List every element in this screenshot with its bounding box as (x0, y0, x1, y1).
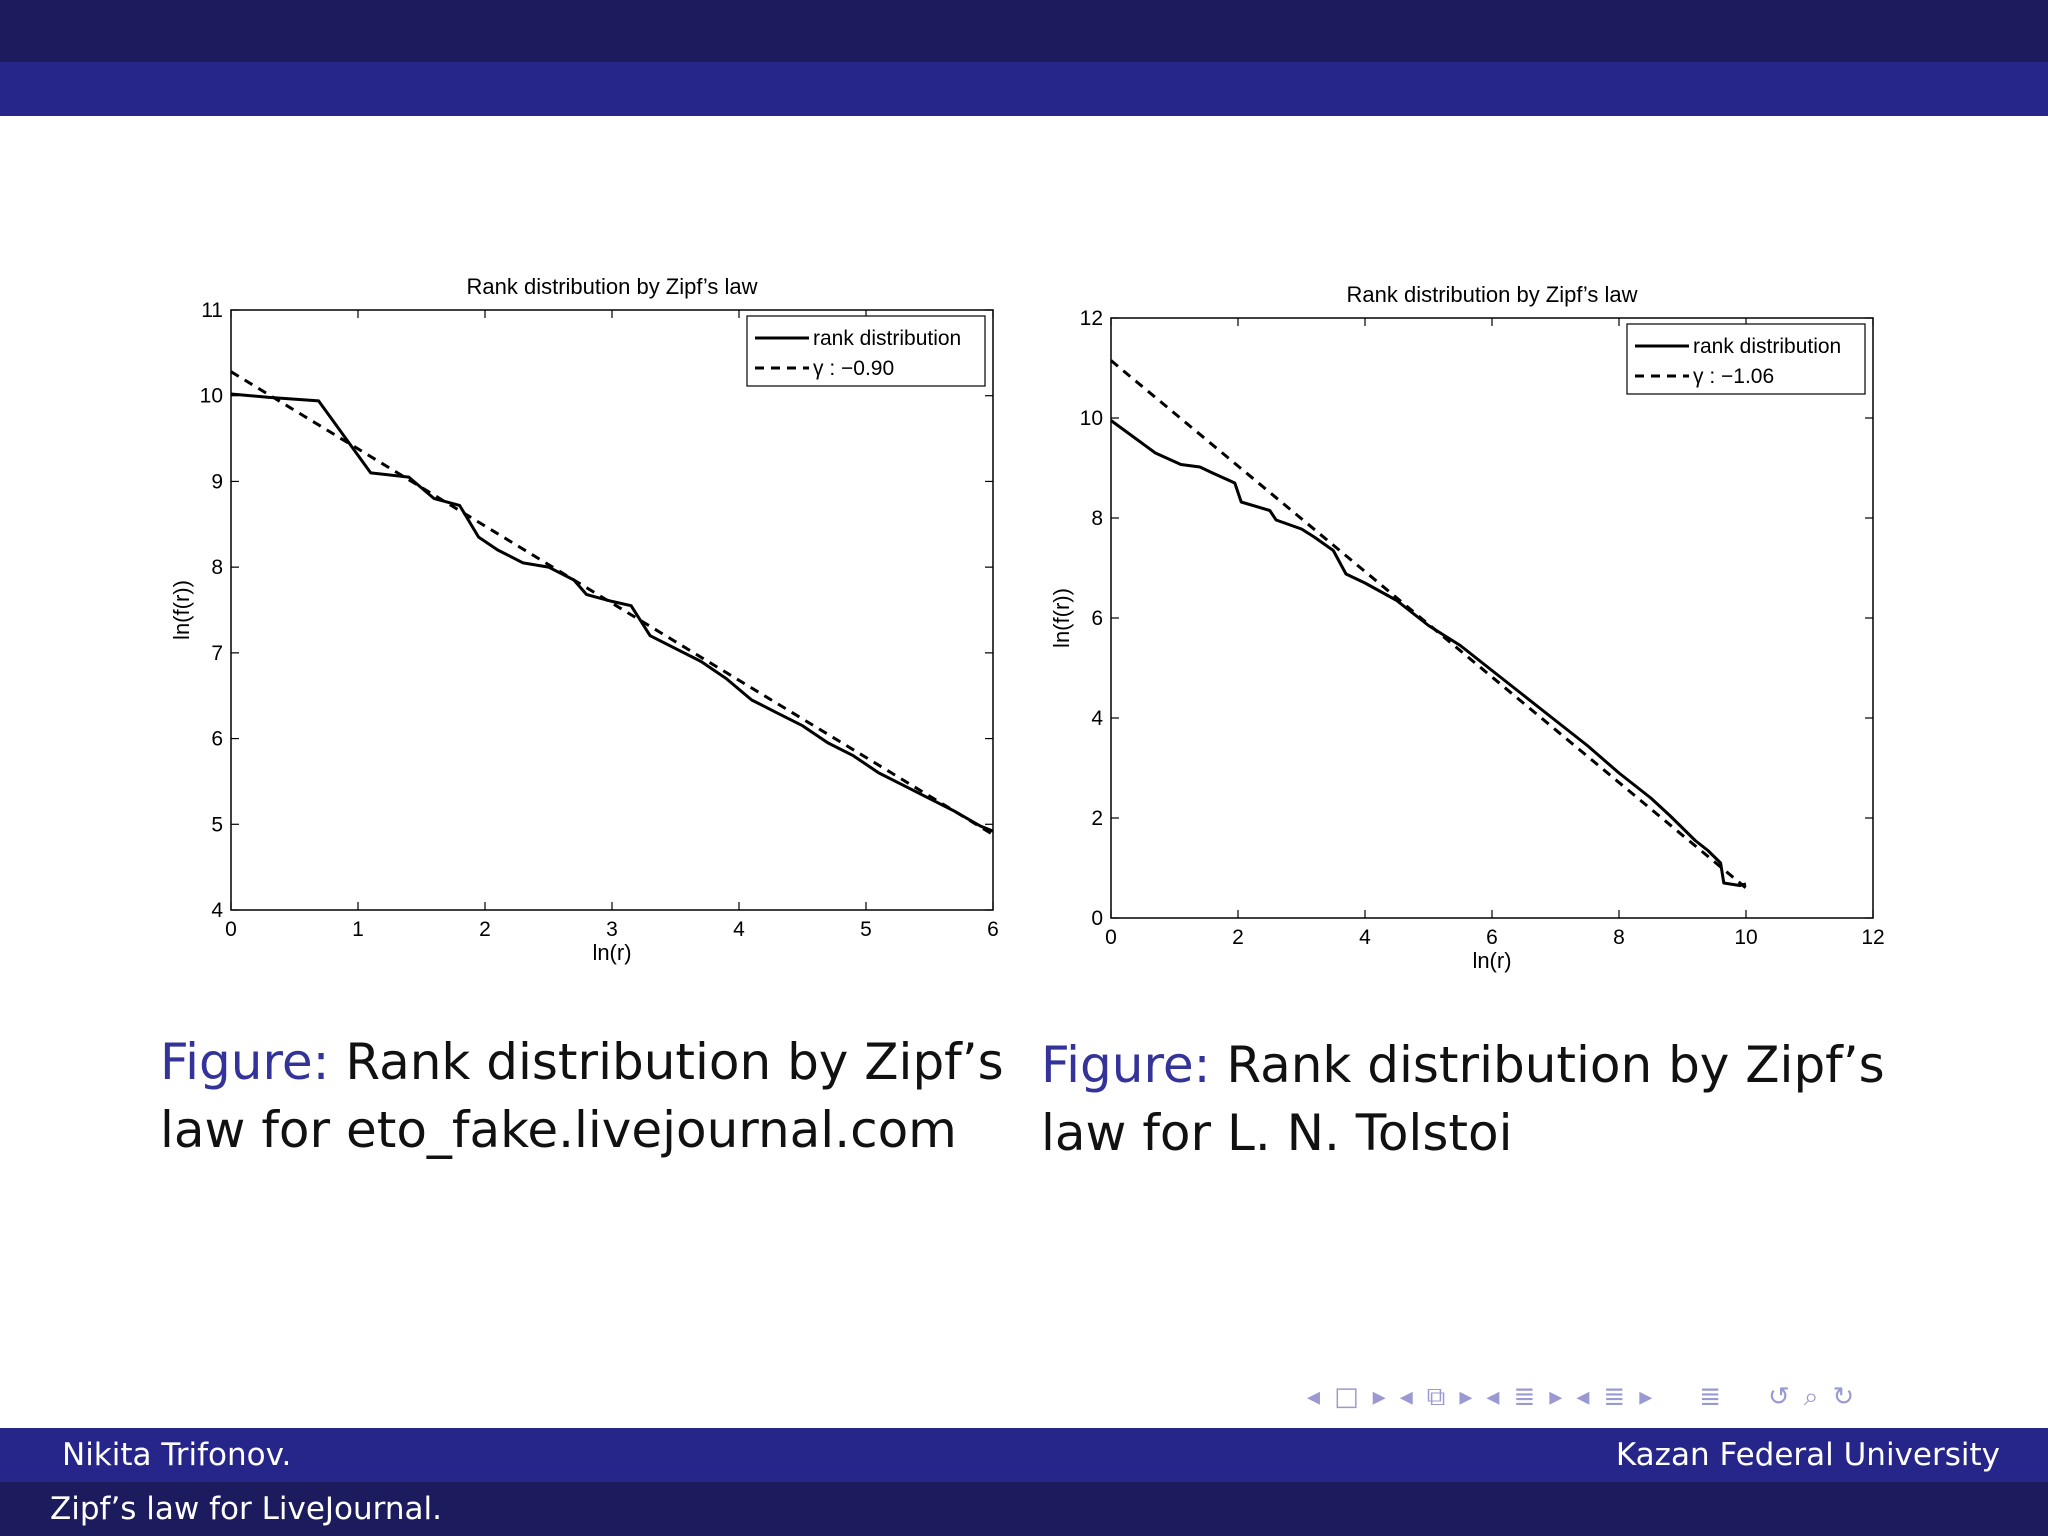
x-axis-label: ln(r) (1472, 948, 1511, 973)
caption-text-line2: law for L. N. Tolstoi (1041, 1104, 1513, 1162)
x-tick-label: 2 (479, 918, 491, 941)
y-tick-label: 10 (200, 385, 223, 408)
rank-distribution-line (1110, 419, 1747, 887)
chart-right-svg: Rank distribution by Zipf’s law 0 2 4 6 8 10 12… (1049, 282, 1885, 973)
nav-left-icon[interactable]: ◂ (1486, 1382, 1500, 1412)
y-axis-label: ln(f(r)) (169, 580, 194, 640)
legend-label: γ : −0.90 (813, 357, 894, 380)
plot-frame (230, 309, 994, 911)
search-icon[interactable]: ⌕ (1803, 1381, 1819, 1412)
x-tick-label: 12 (1861, 926, 1884, 949)
legend-box (1626, 323, 1866, 395)
chart-left-svg: Rank distribution by Zipf’s law 0 1 2 3 4 5 6 4 5… (169, 274, 999, 965)
navigation-bar: ◂ □ ▸ ◂ ⧉ ▸ ◂ ≣ ▸ ◂ ≣ ▸ ≣ ↺ ⌕ ↻ (1300, 1380, 1861, 1414)
y-tick-label: 7 (211, 642, 223, 665)
x-tick-label: 2 (1232, 926, 1244, 949)
x-tick-label: 3 (606, 918, 618, 941)
legend-label: rank distribution (1693, 335, 1841, 358)
caption-left: Figure: Rank distribution by Zipf’s law … (160, 1028, 1004, 1164)
caption-label: Figure: (1041, 1036, 1211, 1094)
x-tick-label: 1 (352, 918, 364, 941)
chart-title: Rank distribution by Zipf’s law (1346, 282, 1637, 307)
nav-right-icon[interactable]: ▸ (1639, 1382, 1653, 1412)
legend-box (746, 315, 986, 387)
legend-label: γ : −1.06 (1693, 365, 1774, 388)
chart-right: Rank distribution by Zipf’s law 0 2 4 6 8 10 12… (1030, 270, 1910, 990)
chart-left: Rank distribution by Zipf’s law 0 1 2 3 4 5 6 4 5… (150, 262, 1030, 982)
y-tick-label: 6 (1091, 607, 1103, 630)
nav-left-icon[interactable]: ◂ (1307, 1382, 1321, 1412)
caption-right: Figure: Rank distribution by Zipf’s law … (1041, 1031, 1885, 1167)
x-tick-label: 4 (1359, 926, 1371, 949)
y-tick-label: 5 (211, 813, 223, 836)
frame-icon[interactable]: □ (1334, 1382, 1359, 1412)
nav-right-icon[interactable]: ▸ (1459, 1382, 1473, 1412)
y-tick-label: 2 (1091, 807, 1103, 830)
toc-icon[interactable]: ≣ (1699, 1382, 1722, 1412)
plot-frame (1110, 317, 1874, 919)
section-icon[interactable]: ≣ (1513, 1382, 1536, 1412)
redo-icon[interactable]: ↻ (1832, 1382, 1855, 1412)
caption-text-line1: Rank distribution by Zipf’s (345, 1033, 1004, 1091)
footer-author: Nikita Trifonov. (62, 1437, 292, 1473)
x-tick-label: 6 (987, 918, 999, 941)
footer-institute: Kazan Federal University (1615, 1437, 2000, 1473)
y-tick-label: 8 (211, 556, 223, 579)
subsection-icon[interactable]: ⧉ (1426, 1381, 1446, 1412)
x-tick-label: 10 (1734, 926, 1757, 949)
footer-title: Zipf’s law for LiveJournal. (50, 1491, 442, 1527)
y-tick-label: 4 (1091, 707, 1103, 730)
header-band-top (0, 0, 2048, 62)
x-tick-label: 5 (860, 918, 872, 941)
y-tick-label: 4 (211, 899, 223, 922)
y-tick-label: 6 (211, 728, 223, 751)
y-tick-label: 11 (201, 299, 223, 322)
undo-icon[interactable]: ↺ (1768, 1382, 1790, 1412)
nav-left-icon[interactable]: ◂ (1399, 1382, 1413, 1412)
y-tick-label: 9 (211, 470, 223, 493)
y-axis-label: ln(f(r)) (1049, 588, 1074, 648)
y-tick-label: 0 (1091, 907, 1103, 930)
x-tick-label: 0 (225, 918, 237, 941)
nav-left-icon[interactable]: ◂ (1576, 1382, 1590, 1412)
header-band-bottom (0, 62, 2048, 116)
rank-distribution-line (230, 392, 994, 833)
legend-label: rank distribution (813, 327, 961, 350)
nav-right-icon[interactable]: ▸ (1372, 1382, 1386, 1412)
nav-right-icon[interactable]: ▸ (1549, 1382, 1563, 1412)
outline-icon[interactable]: ≣ (1603, 1382, 1626, 1412)
chart-title: Rank distribution by Zipf’s law (466, 274, 757, 299)
fit-line (230, 370, 994, 836)
x-tick-label: 8 (1613, 926, 1625, 949)
x-tick-label: 0 (1105, 926, 1117, 949)
y-tick-label: 12 (1080, 307, 1103, 330)
x-tick-label: 6 (1486, 926, 1498, 949)
y-tick-label: 8 (1091, 507, 1103, 530)
footer-band-bottom: Zipf’s law for LiveJournal. (0, 1482, 2048, 1536)
y-tick-label: 10 (1080, 407, 1103, 430)
caption-text-line2: law for eto_fake.livejournal.com (160, 1101, 957, 1159)
x-axis-label: ln(r) (592, 940, 631, 965)
caption-text-line1: Rank distribution by Zipf’s (1226, 1036, 1885, 1094)
footer-band-top: Nikita Trifonov. Kazan Federal Universit… (0, 1428, 2048, 1482)
x-tick-label: 4 (733, 918, 745, 941)
caption-label: Figure: (160, 1033, 330, 1091)
